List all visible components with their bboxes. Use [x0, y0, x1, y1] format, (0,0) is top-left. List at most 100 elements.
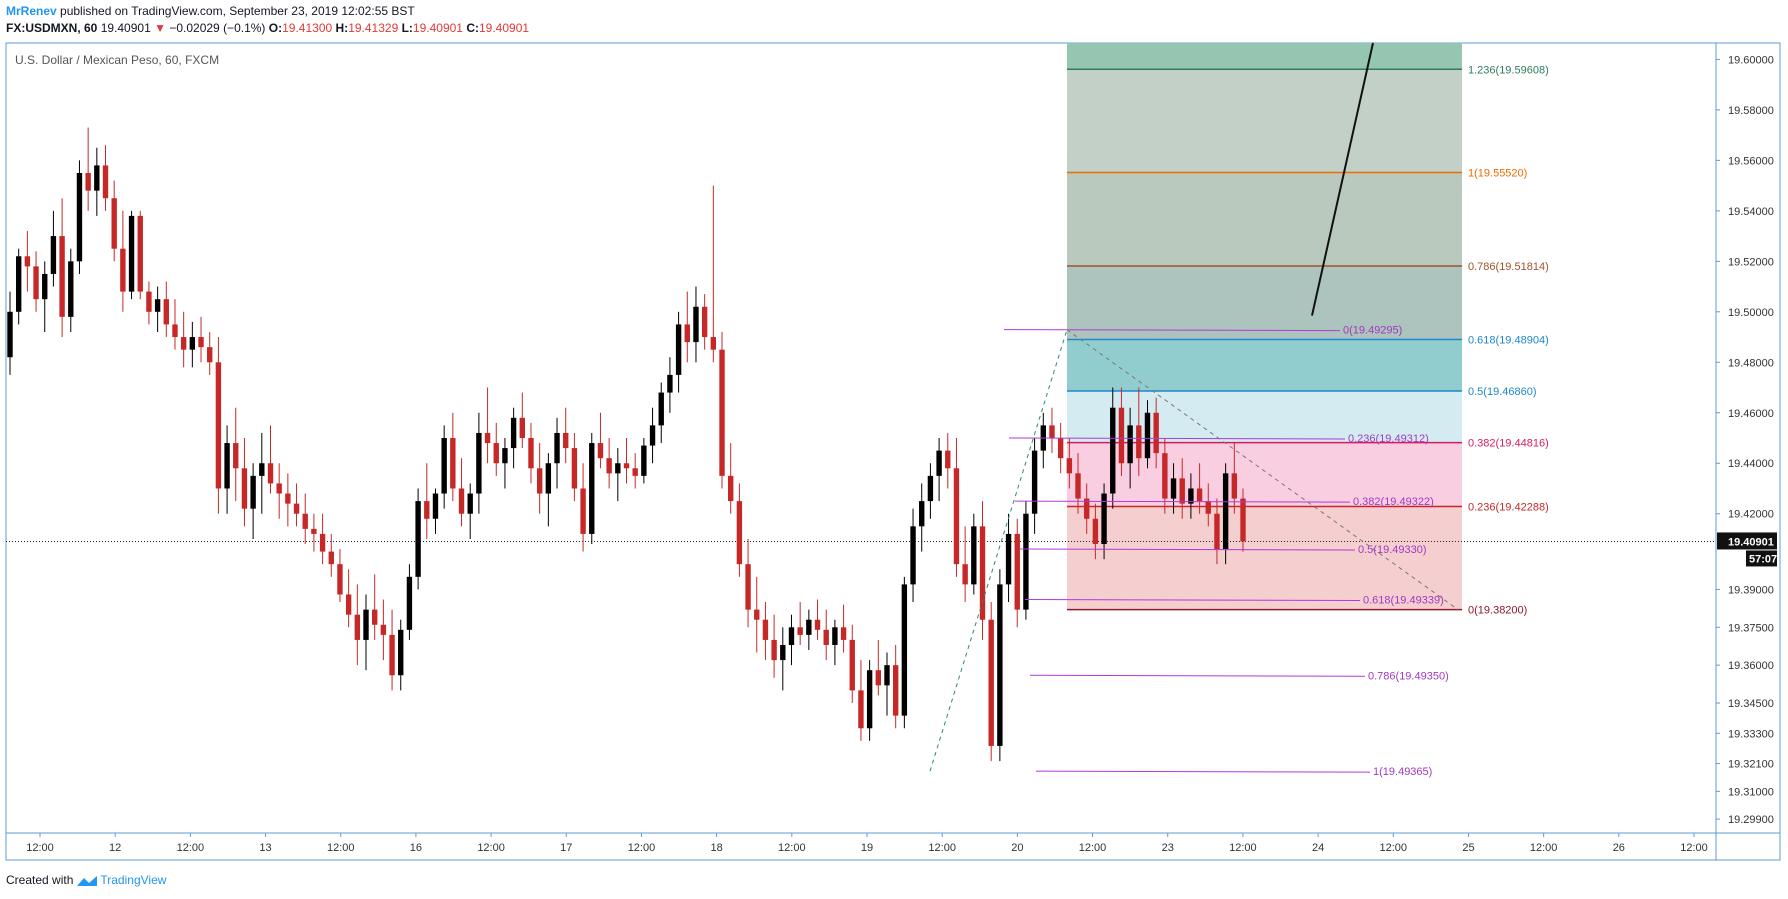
candle-body	[476, 432, 482, 494]
candle-body	[319, 533, 326, 552]
candle-body	[1075, 473, 1081, 499]
time-tick-label: 12:00	[1680, 842, 1708, 854]
time-tick-label: 12:00	[26, 842, 54, 854]
price-tick-label: 19.48000	[1728, 357, 1774, 369]
candle-body	[146, 291, 152, 312]
candle-body	[50, 236, 57, 274]
close-label: C:	[466, 21, 479, 35]
candle-body	[901, 584, 908, 716]
candle-body	[1031, 450, 1038, 514]
fib-zone	[1067, 391, 1462, 443]
high-value: 19.41329	[348, 21, 399, 35]
trend-line-dashed-up	[929, 329, 1068, 772]
time-tick-label: 12:00	[177, 842, 205, 854]
candle-body	[606, 458, 612, 474]
time-tick-label: 12:00	[628, 842, 656, 854]
candle-body	[328, 551, 334, 565]
symbol-header: FX:USDMXN, 60 19.40901 ▼ −0.02029 (−0.1%…	[6, 21, 529, 35]
candle-body	[189, 337, 196, 350]
low-label: L:	[401, 21, 413, 35]
time-axis: 12:00 12 12:00 13 12:00 16 12:00 17 12:00 18 12:00…	[26, 833, 1708, 854]
fib-zone-top	[1067, 43, 1462, 70]
candle-body	[398, 629, 404, 676]
candle-body	[1101, 493, 1107, 545]
candle-body	[684, 324, 690, 343]
candle-body	[736, 501, 743, 565]
countdown-badge	[1746, 550, 1777, 567]
price-tick-label: 19.29900	[1728, 814, 1774, 826]
symbol-line[interactable]: FX:USDMXN, 60	[6, 21, 98, 35]
tradingview-link[interactable]: TradingView	[100, 873, 167, 887]
fib-level-label: 0(19.38200)	[1468, 605, 1527, 617]
chart-frame	[5, 42, 1781, 861]
price-tick-label: 19.52000	[1728, 256, 1774, 268]
candle-body	[884, 665, 890, 686]
fib-line	[1029, 674, 1366, 677]
fib-line-label: 0.618(19.49339)	[1363, 595, 1444, 607]
candle-body	[33, 266, 39, 300]
time-tick-label: 12:00	[928, 842, 956, 854]
candle-body	[42, 273, 48, 300]
fib-level-label: 0.236(19.42288)	[1468, 501, 1549, 513]
candle-body	[953, 468, 960, 565]
fib-line	[1014, 500, 1351, 503]
candle-body	[675, 324, 682, 375]
candle-body	[371, 609, 378, 625]
price-axis: 19.60000 19.58000 19.56000 19.54000 19.52000…	[1716, 54, 1777, 826]
price-tick-label: 19.42000	[1728, 509, 1774, 521]
candle-body	[667, 374, 673, 393]
candle-body	[510, 417, 517, 449]
fib-level-label: 0.786(19.51814)	[1468, 261, 1549, 273]
candle-body	[7, 311, 13, 358]
countdown-badge-label: 57:07	[1749, 553, 1777, 565]
candle-body	[945, 450, 951, 469]
candle-body	[563, 432, 569, 449]
fib-zone	[1067, 506, 1462, 610]
candle-body	[1057, 438, 1064, 459]
candle-body	[302, 513, 308, 529]
candle-body	[1136, 425, 1142, 459]
fib-line-label: 0.5(19.49330)	[1358, 544, 1427, 556]
candle-body	[962, 564, 968, 585]
candle-body	[128, 215, 135, 292]
candle-body	[276, 483, 282, 494]
time-tick-label: 16	[410, 842, 422, 854]
candle-body	[745, 564, 751, 610]
candle-body	[1066, 458, 1073, 474]
candle-body	[919, 501, 925, 527]
candle-body	[1110, 407, 1116, 494]
fib-line	[1003, 329, 1341, 332]
candle-body	[849, 639, 855, 691]
candle-body	[424, 501, 430, 519]
price-tick-label: 19.46000	[1728, 408, 1774, 420]
open-label: O:	[268, 21, 283, 35]
candle-body	[1179, 478, 1185, 504]
candle-body	[207, 347, 213, 363]
candle-body	[102, 165, 109, 199]
price-tick-label: 19.50000	[1728, 307, 1774, 319]
candle-body	[641, 445, 647, 476]
candle-body	[979, 526, 986, 620]
candle-body	[120, 248, 126, 292]
fib-line-label: 0.786(19.49350)	[1368, 670, 1449, 682]
last-price: 19.40901	[100, 21, 151, 35]
published-text: published on TradingView.com, September …	[60, 4, 415, 18]
candle-body	[632, 468, 638, 476]
candle-body	[345, 594, 352, 615]
candle-body	[597, 443, 604, 459]
publisher-name[interactable]: MrRenev	[6, 4, 57, 18]
open-value: 19.41300	[282, 21, 333, 35]
candle-body	[68, 261, 74, 317]
candle-body	[780, 644, 786, 661]
fib-zone	[1067, 172, 1462, 267]
fib-level-label: 1.236(19.59608)	[1468, 64, 1549, 76]
chart-title: U.S. Dollar / Mexican Peso, 60, FXCM	[15, 53, 219, 67]
candle-body	[180, 337, 187, 350]
candle-body	[259, 463, 265, 476]
low-value: 19.40901	[412, 21, 463, 35]
candle-body	[1214, 513, 1220, 550]
candle-body	[840, 627, 847, 640]
high-label: H:	[335, 21, 349, 35]
fib-line-label: 0(19.49295)	[1343, 325, 1402, 337]
